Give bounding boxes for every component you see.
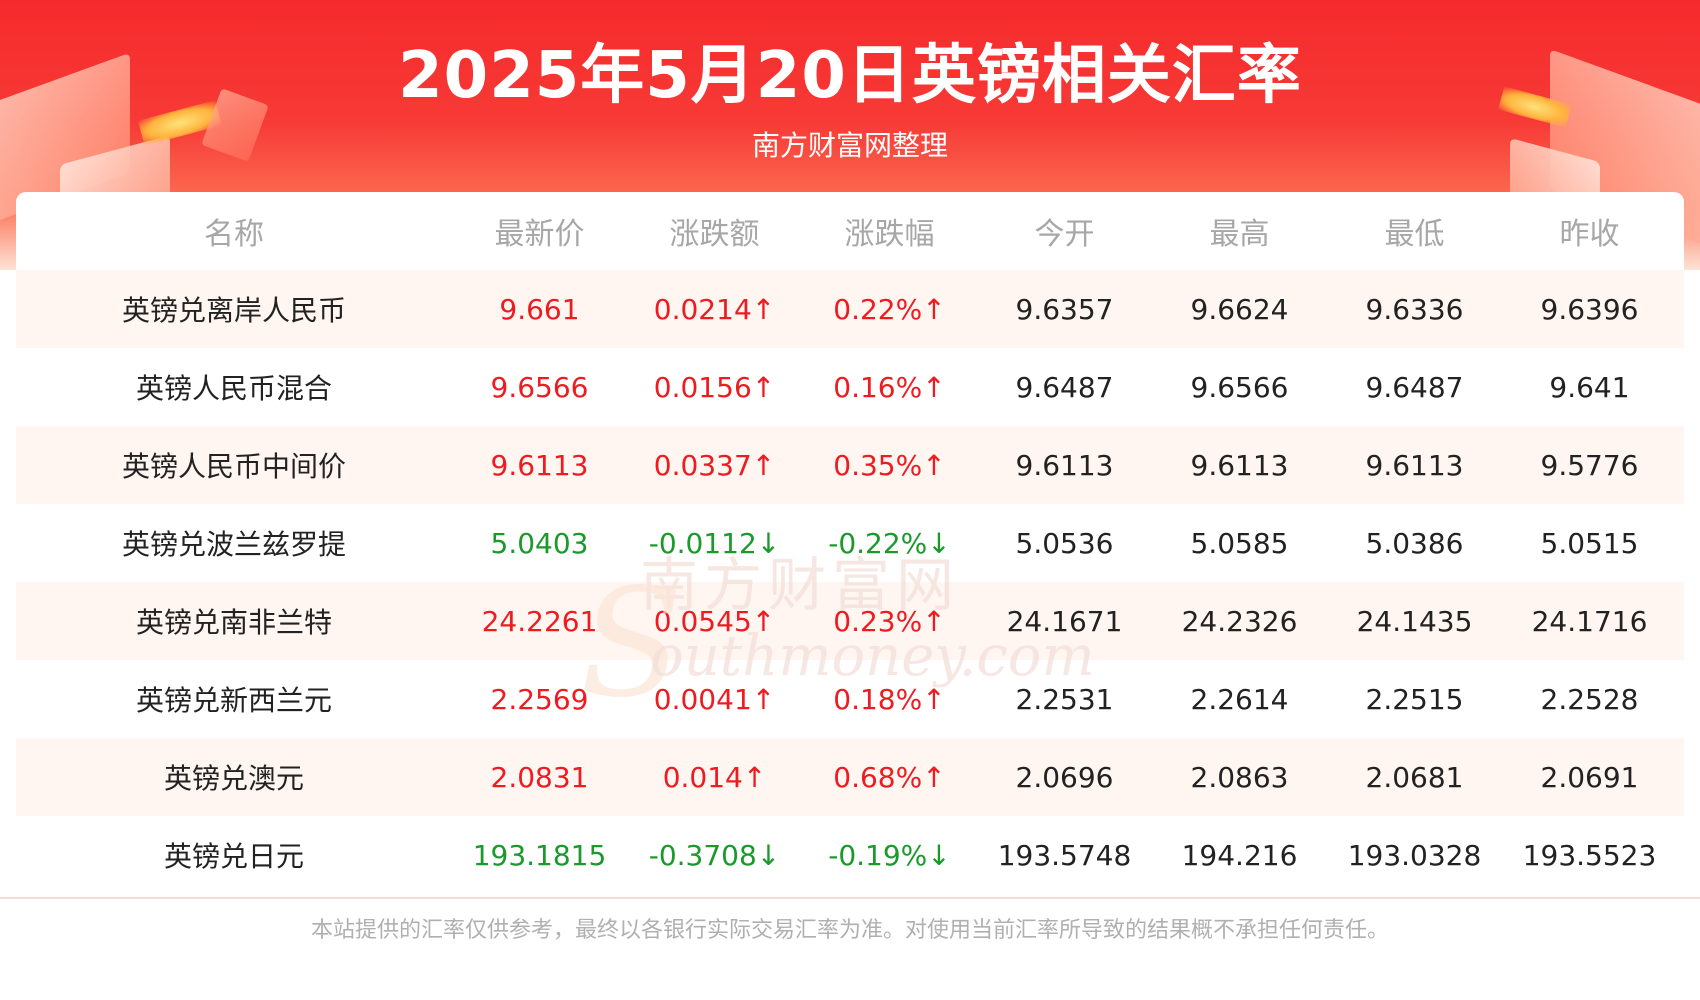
column-header-high: 最高 bbox=[1209, 217, 1270, 252]
open-price: 9.6487 bbox=[1015, 370, 1114, 404]
change-percent: -0.22%↓ bbox=[828, 526, 951, 560]
table-row: 英镑兑离岸人民币 9.661 0.0214↑ 0.22%↑ 9.6357 9.6624 9.… bbox=[16, 270, 1684, 348]
table-row: 英镑兑日元 193.1815 -0.3708↓ -0.19%↓ 193.5748 194.… bbox=[16, 816, 1684, 894]
prev-close-price: 9.641 bbox=[1549, 370, 1630, 404]
column-header-prev-close: 昨收 bbox=[1559, 217, 1620, 252]
high-price: 9.6113 bbox=[1190, 448, 1289, 482]
high-price: 24.2326 bbox=[1181, 604, 1298, 638]
prev-close-price: 24.1716 bbox=[1531, 604, 1648, 638]
pair-name: 英镑兑日元 bbox=[163, 840, 304, 873]
high-price: 2.2614 bbox=[1190, 682, 1289, 716]
low-price: 2.0681 bbox=[1365, 760, 1464, 794]
change-amount: 0.0545↑ bbox=[653, 604, 776, 638]
page-title: 2025年5月20日英镑相关汇率 bbox=[398, 39, 1302, 113]
pair-name: 英镑人民币中间价 bbox=[121, 450, 346, 483]
change-percent: 0.22%↑ bbox=[833, 292, 946, 326]
table-row: 英镑人民币中间价 9.6113 0.0337↑ 0.35%↑ 9.6113 9.6113 9… bbox=[16, 426, 1684, 504]
change-amount: 0.0214↑ bbox=[653, 292, 776, 326]
change-amount: -0.3708↓ bbox=[648, 838, 781, 872]
change-percent: -0.19%↓ bbox=[828, 838, 951, 872]
change-percent: 0.68%↑ bbox=[833, 760, 946, 794]
high-price: 2.0863 bbox=[1190, 760, 1289, 794]
footer-divider bbox=[0, 897, 1700, 899]
change-amount: 0.014↑ bbox=[662, 760, 767, 794]
prev-close-price: 9.5776 bbox=[1540, 448, 1639, 482]
column-header-open: 今开 bbox=[1034, 217, 1095, 252]
prev-close-price: 5.0515 bbox=[1540, 526, 1639, 560]
open-price: 24.1671 bbox=[1006, 604, 1123, 638]
rates-table: 名称 最新价 涨跌额 涨跌幅 今开 最高 最低 昨收 英镑兑离岸人民币 9.661… bbox=[16, 192, 1684, 897]
table-row: 英镑人民币混合 9.6566 0.0156↑ 0.16%↑ 9.6487 9.6566 9.… bbox=[16, 348, 1684, 426]
low-price: 9.6487 bbox=[1365, 370, 1464, 404]
pair-name: 英镑兑南非兰特 bbox=[135, 606, 332, 639]
latest-price: 9.6113 bbox=[490, 448, 589, 482]
open-price: 2.2531 bbox=[1015, 682, 1114, 716]
prev-close-price: 2.2528 bbox=[1540, 682, 1639, 716]
latest-price: 24.2261 bbox=[481, 604, 598, 638]
change-amount: -0.0112↓ bbox=[648, 526, 781, 560]
table-header: 名称 最新价 涨跌额 涨跌幅 今开 最高 最低 昨收 bbox=[16, 192, 1684, 270]
high-price: 9.6624 bbox=[1190, 292, 1289, 326]
change-percent: 0.18%↑ bbox=[833, 682, 946, 716]
pair-name: 英镑兑新西兰元 bbox=[135, 684, 332, 717]
high-price: 5.0585 bbox=[1190, 526, 1289, 560]
low-price: 193.0328 bbox=[1347, 838, 1482, 872]
table-row: 英镑兑南非兰特 24.2261 0.0545↑ 0.23%↑ 24.1671 24.232… bbox=[16, 582, 1684, 660]
table-body: 英镑兑离岸人民币 9.661 0.0214↑ 0.22%↑ 9.6357 9.6624 9.… bbox=[16, 270, 1684, 894]
low-price: 9.6336 bbox=[1365, 292, 1464, 326]
pair-name: 英镑人民币混合 bbox=[135, 372, 332, 405]
column-header-change: 涨跌额 bbox=[669, 217, 760, 252]
prev-close-price: 9.6396 bbox=[1540, 292, 1639, 326]
latest-price: 5.0403 bbox=[490, 526, 589, 560]
column-header-latest: 最新价 bbox=[494, 217, 585, 252]
table-row: 英镑兑新西兰元 2.2569 0.0041↑ 0.18%↑ 2.2531 2.2614 2.… bbox=[16, 660, 1684, 738]
open-price: 5.0536 bbox=[1015, 526, 1114, 560]
high-price: 9.6566 bbox=[1190, 370, 1289, 404]
prev-close-price: 193.5523 bbox=[1522, 838, 1657, 872]
low-price: 9.6113 bbox=[1365, 448, 1464, 482]
open-price: 9.6357 bbox=[1015, 292, 1114, 326]
latest-price: 2.2569 bbox=[490, 682, 589, 716]
latest-price: 9.661 bbox=[499, 292, 580, 326]
latest-price: 2.0831 bbox=[490, 760, 589, 794]
change-amount: 0.0156↑ bbox=[653, 370, 776, 404]
pair-name: 英镑兑澳元 bbox=[163, 762, 304, 795]
low-price: 24.1435 bbox=[1356, 604, 1473, 638]
change-percent: 0.35%↑ bbox=[833, 448, 946, 482]
pair-name: 英镑兑波兰兹罗提 bbox=[121, 528, 346, 561]
low-price: 2.2515 bbox=[1365, 682, 1464, 716]
table-row: 英镑兑波兰兹罗提 5.0403 -0.0112↓ -0.22%↓ 5.0536 5.058… bbox=[16, 504, 1684, 582]
open-price: 2.0696 bbox=[1015, 760, 1114, 794]
change-percent: 0.23%↑ bbox=[833, 604, 946, 638]
open-price: 193.5748 bbox=[997, 838, 1132, 872]
disclaimer-text: 本站提供的汇率仅供参考，最终以各银行实际交易汇率为准。对使用当前汇率所导致的结果… bbox=[310, 918, 1389, 943]
low-price: 5.0386 bbox=[1365, 526, 1464, 560]
high-price: 194.216 bbox=[1181, 838, 1298, 872]
change-amount: 0.0337↑ bbox=[653, 448, 776, 482]
pair-name: 英镑兑离岸人民币 bbox=[121, 294, 346, 327]
latest-price: 9.6566 bbox=[490, 370, 589, 404]
change-amount: 0.0041↑ bbox=[653, 682, 776, 716]
column-header-change-pct: 涨跌幅 bbox=[844, 217, 935, 252]
open-price: 9.6113 bbox=[1015, 448, 1114, 482]
column-header-low: 最低 bbox=[1384, 217, 1445, 252]
column-header-name: 名称 bbox=[204, 217, 264, 252]
change-percent: 0.16%↑ bbox=[833, 370, 946, 404]
latest-price: 193.1815 bbox=[472, 838, 607, 872]
table-row: 英镑兑澳元 2.0831 0.014↑ 0.68%↑ 2.0696 2.0863 2.068… bbox=[16, 738, 1684, 816]
page-subtitle: 南方财富网整理 bbox=[751, 129, 948, 162]
prev-close-price: 2.0691 bbox=[1540, 760, 1639, 794]
